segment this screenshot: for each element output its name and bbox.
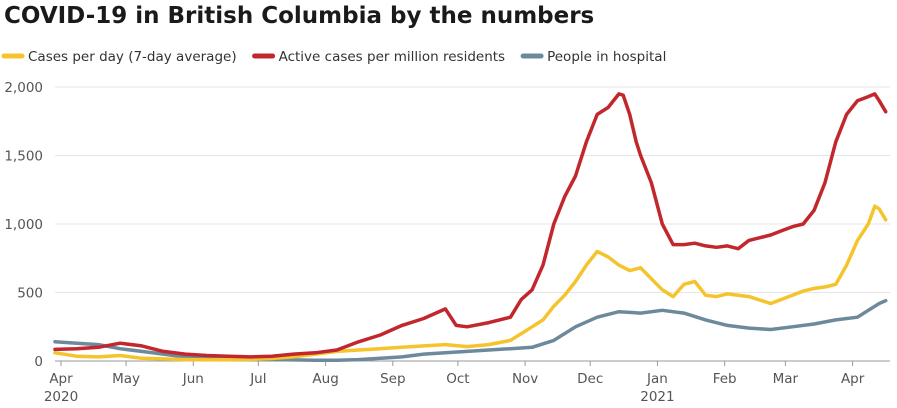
x-tick-label: Dec: [577, 371, 603, 387]
x-tick-label: Nov: [512, 371, 538, 387]
legend-label: People in hospital: [547, 49, 666, 65]
x-tick-label: Jan: [646, 371, 668, 387]
x-tick-label: Apr: [841, 371, 865, 387]
y-tick-label: 1,500: [4, 149, 43, 165]
series-line-active: [53, 92, 888, 359]
legend-label: Active cases per million residents: [279, 49, 506, 65]
x-tick-label: Mar: [773, 371, 799, 387]
y-tick-label: 0: [34, 354, 43, 370]
x-tick-label: Feb: [713, 371, 737, 387]
x-tick-label: Apr: [49, 371, 73, 387]
y-tick-label: 500: [17, 286, 43, 302]
x-tick-year: 2021: [640, 389, 674, 405]
x-tick-year: 2020: [44, 389, 78, 405]
y-tick-label: 2,000: [4, 80, 43, 96]
series-line-cases: [53, 204, 888, 362]
legend-label: Cases per day (7-day average): [28, 49, 237, 65]
series-line-hospital: [53, 298, 888, 363]
x-axis: Apr 2020 May Jun Jul Aug Sep Oct Nov Dec Jan 2021 Fe…: [44, 361, 865, 405]
chart-gridlines: [55, 86, 890, 362]
chart-legend: Cases per day (7-day average) Active case…: [1, 49, 666, 65]
x-tick-label: Jul: [249, 371, 266, 387]
y-axis: 0 500 1,000 1,500 2,000: [4, 80, 43, 370]
x-tick-label: May: [112, 371, 140, 387]
x-tick-label: Sep: [380, 371, 405, 387]
x-tick-label: Jun: [182, 371, 204, 387]
chart-title: COVID-19 in British Columbia by the numb…: [4, 3, 594, 29]
x-tick-label: Oct: [446, 371, 469, 387]
y-tick-label: 1,000: [4, 217, 43, 233]
chart-series: [53, 92, 888, 363]
x-tick-label: Aug: [312, 371, 338, 387]
